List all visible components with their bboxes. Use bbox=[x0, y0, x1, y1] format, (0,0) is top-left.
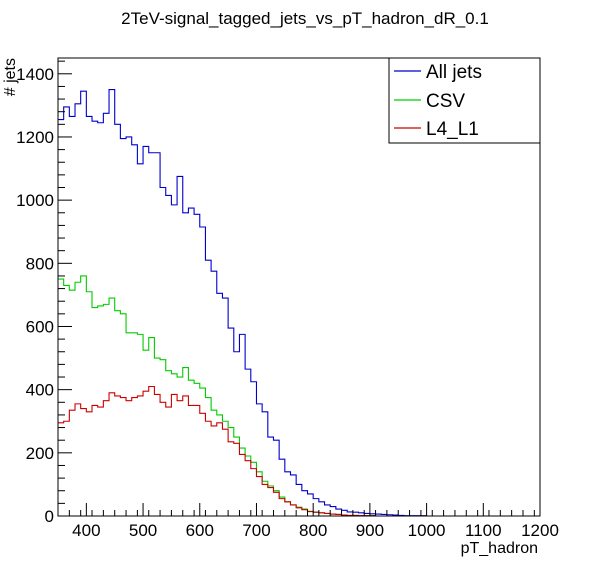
y-tick-label-400: 400 bbox=[26, 381, 54, 400]
y-tick-label-1000: 1000 bbox=[16, 191, 54, 210]
x-tick-label-400: 400 bbox=[72, 521, 100, 540]
y-tick-label-1400: 1400 bbox=[16, 65, 54, 84]
y-tick-label-600: 600 bbox=[26, 317, 54, 336]
x-axis-label: pT_hadron bbox=[461, 540, 538, 557]
x-tick-label-1100: 1100 bbox=[465, 521, 502, 540]
legend-label-l4-l1: L4_L1 bbox=[426, 119, 479, 140]
y-axis-label: # jets bbox=[2, 58, 19, 96]
x-tick-label-900: 900 bbox=[356, 521, 384, 540]
y-tick-label-800: 800 bbox=[26, 254, 54, 273]
y-tick-label-200: 200 bbox=[26, 444, 54, 463]
legend: All jets CSV L4_L1 bbox=[389, 58, 540, 143]
legend-label-csv: CSV bbox=[426, 91, 465, 112]
x-tick-label-500: 500 bbox=[129, 521, 157, 540]
x-tick-label-600: 600 bbox=[186, 521, 214, 540]
legend-label-all-jets: All jets bbox=[426, 62, 482, 83]
x-tick-label-1000: 1000 bbox=[408, 521, 446, 540]
x-tick-label-1200: 1200 bbox=[521, 521, 559, 540]
x-tick-label-800: 800 bbox=[299, 521, 327, 540]
x-tick-label-700: 700 bbox=[242, 521, 270, 540]
y-tick-label-1200: 1200 bbox=[16, 128, 54, 147]
chart-title: 2TeV-signal_tagged_jets_vs_pT_hadron_dR_… bbox=[121, 9, 489, 28]
y-tick-label-0: 0 bbox=[45, 507, 54, 526]
